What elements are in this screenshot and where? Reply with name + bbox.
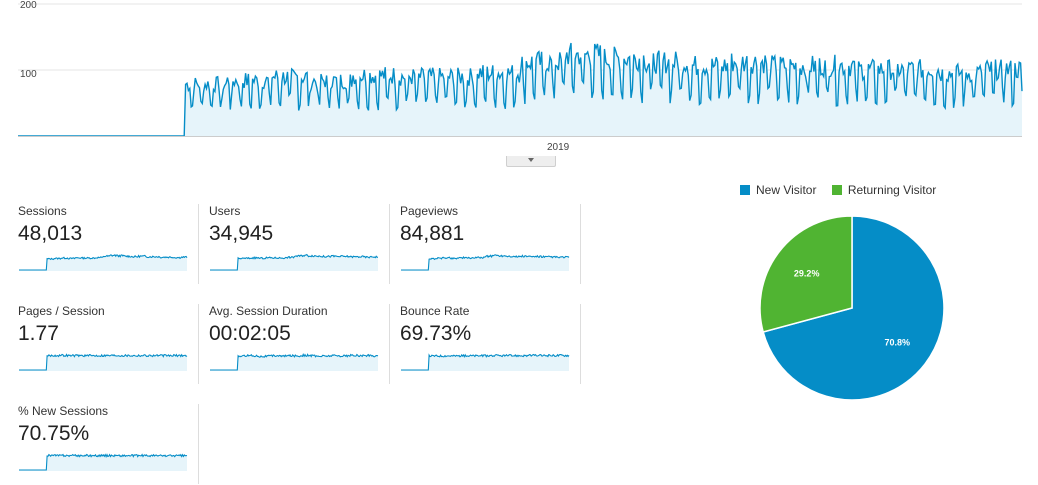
pie-slice-label: 70.8% xyxy=(885,338,911,348)
sparkline-fill xyxy=(401,354,569,371)
sparkline-line xyxy=(19,254,188,271)
metric-bounce-rate[interactable]: Bounce Rate 69.73% xyxy=(400,304,581,384)
chevron-down-icon xyxy=(528,158,534,162)
metric-users[interactable]: Users 34,945 xyxy=(209,204,390,284)
metric-pageviews[interactable]: Pageviews 84,881 xyxy=(400,204,581,284)
divider xyxy=(198,404,199,484)
bounce-rate-sparkline xyxy=(401,353,570,371)
collapse-chart-button[interactable] xyxy=(506,156,556,167)
divider xyxy=(389,204,390,284)
metric-value: 70.75% xyxy=(18,422,90,445)
divider xyxy=(580,204,581,284)
metric-label: Users xyxy=(209,204,241,218)
metric-avg-session-duration[interactable]: Avg. Session Duration 00:02:05 xyxy=(209,304,390,384)
pie-slice-label: 29.2% xyxy=(794,268,820,278)
sparkline-line xyxy=(401,353,570,371)
sessions-area-fill xyxy=(18,43,1022,136)
sparkline-line xyxy=(19,353,188,371)
sparkline-fill xyxy=(19,354,187,371)
y-tick-200: 200 xyxy=(20,0,37,11)
sessions-sparkline xyxy=(19,254,188,271)
metric-label: % New Sessions xyxy=(18,404,109,418)
sparkline-line xyxy=(210,353,379,371)
metric-value: 84,881 xyxy=(400,222,465,245)
sparkline-fill xyxy=(19,454,187,471)
metric-pages-per-session[interactable]: Pages / Session 1.77 xyxy=(18,304,199,384)
users-sparkline xyxy=(210,253,379,271)
sparkline-fill xyxy=(401,254,569,271)
metric-label: Pageviews xyxy=(400,204,459,218)
y-tick-100: 100 xyxy=(20,69,37,80)
metric-value: 1.77 xyxy=(18,322,59,345)
divider xyxy=(198,304,199,384)
pages-per-session-sparkline xyxy=(19,353,188,371)
metric-sessions[interactable]: Sessions 48,013 xyxy=(18,204,199,284)
sparkline-fill xyxy=(210,354,378,371)
metric-value: 34,945 xyxy=(209,222,274,245)
metric-label: Pages / Session xyxy=(18,304,105,318)
sessions-line xyxy=(18,42,1023,137)
legend-swatch-returning-visitor xyxy=(831,185,842,195)
sessions-over-time-chart: 200 100 2019 xyxy=(0,0,1038,160)
x-tick-2019: 2019 xyxy=(547,142,570,153)
pie-slice-new-visitor[interactable] xyxy=(762,215,945,401)
divider xyxy=(389,304,390,384)
legend-label: New Visitor xyxy=(756,183,817,197)
sparkline-line xyxy=(401,254,570,271)
metric-new-sessions[interactable]: % New Sessions 70.75% xyxy=(18,404,199,484)
sparkline-line xyxy=(19,453,188,471)
legend-returning-visitor[interactable]: Returning Visitor xyxy=(831,183,937,197)
sessions-chart-svg xyxy=(18,3,1023,137)
metric-value: 69.73% xyxy=(400,322,472,345)
metric-value: 00:02:05 xyxy=(209,322,291,345)
avg-session-duration-sparkline xyxy=(210,353,379,371)
divider xyxy=(198,204,199,284)
metric-label: Bounce Rate xyxy=(400,304,470,318)
pageviews-sparkline xyxy=(401,254,570,271)
metric-label: Avg. Session Duration xyxy=(209,304,328,318)
visitor-type-pie-chart: 70.8% 29.2% xyxy=(759,215,945,401)
legend-new-visitor[interactable]: New Visitor xyxy=(740,183,816,197)
legend-label: Returning Visitor xyxy=(847,183,937,197)
pie-legend: New Visitor Returning Visitor xyxy=(740,183,948,198)
pie-slice-returning-visitor[interactable] xyxy=(759,215,853,333)
metric-label: Sessions xyxy=(18,204,67,218)
legend-swatch-new-visitor xyxy=(740,185,750,195)
new-sessions-sparkline xyxy=(19,453,188,471)
divider xyxy=(580,304,581,384)
metric-value: 48,013 xyxy=(18,222,83,245)
sparkline-line xyxy=(210,253,379,271)
